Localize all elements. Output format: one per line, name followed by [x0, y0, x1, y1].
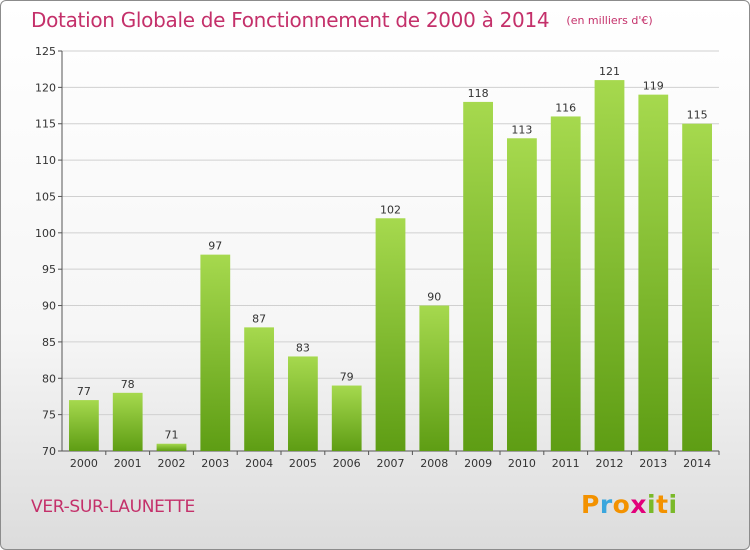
- data-label: 83: [296, 341, 310, 354]
- x-tick-label: 2012: [596, 457, 624, 470]
- bar: [244, 327, 274, 451]
- y-tick-label: 105: [35, 190, 56, 203]
- y-tick-label: 110: [35, 154, 56, 167]
- bar: [331, 385, 362, 451]
- y-tick-label: 125: [35, 45, 56, 58]
- data-label: 102: [380, 203, 401, 216]
- y-tick-label: 75: [42, 409, 56, 422]
- x-tick-label: 2002: [158, 457, 186, 470]
- x-tick-label: 2005: [289, 457, 317, 470]
- x-tick-label: 2000: [70, 457, 98, 470]
- bar: [594, 80, 625, 451]
- data-label: 78: [121, 378, 135, 391]
- data-label: 77: [77, 385, 91, 398]
- data-label: 97: [208, 240, 222, 253]
- data-label: 87: [252, 312, 266, 325]
- chart-subtitle: (en milliers d'€): [566, 14, 653, 27]
- bar: [69, 400, 99, 451]
- data-label: 79: [340, 371, 354, 384]
- data-label: 113: [511, 123, 532, 136]
- x-tick-label: 2011: [552, 457, 580, 470]
- bar: [638, 94, 669, 452]
- data-label: 118: [468, 87, 489, 100]
- y-tick-label: 85: [42, 336, 56, 349]
- data-label: 71: [165, 429, 179, 442]
- bar: [682, 123, 712, 452]
- data-label: 119: [643, 80, 664, 93]
- x-tick-label: 2008: [420, 457, 448, 470]
- data-label: 90: [427, 291, 441, 304]
- bar: [419, 305, 450, 451]
- bar: [463, 101, 493, 451]
- y-tick-label: 70: [42, 445, 56, 458]
- x-tick-label: 2009: [464, 457, 492, 470]
- y-tick-label: 90: [42, 300, 56, 313]
- chart-title: Dotation Globale de Fonctionnement de 20…: [31, 8, 550, 32]
- x-tick-label: 2004: [245, 457, 273, 470]
- x-tick-label: 2001: [114, 457, 142, 470]
- bar: [156, 443, 187, 451]
- data-label: 116: [555, 101, 576, 114]
- bar: [507, 138, 537, 452]
- bar: [200, 254, 231, 451]
- x-tick-label: 2007: [377, 457, 405, 470]
- data-label: 121: [599, 65, 620, 78]
- x-tick-label: 2003: [201, 457, 229, 470]
- proxiti-logo: Proxiti: [581, 490, 678, 519]
- commune-name: VER-SUR-LAUNETTE: [31, 497, 195, 517]
- y-tick-label: 95: [42, 263, 56, 276]
- y-tick-label: 120: [35, 81, 56, 94]
- y-tick-label: 115: [35, 118, 56, 131]
- x-tick-label: 2013: [639, 457, 667, 470]
- chart-title-block: Dotation Globale de Fonctionnement de 20…: [31, 8, 653, 32]
- x-tick-label: 2014: [683, 457, 711, 470]
- data-label: 115: [687, 109, 708, 122]
- x-tick-label: 2006: [333, 457, 361, 470]
- y-tick-label: 100: [35, 227, 56, 240]
- x-tick-label: 2010: [508, 457, 536, 470]
- bar: [550, 116, 581, 452]
- y-tick-label: 80: [42, 372, 56, 385]
- bar: [288, 356, 318, 451]
- bar: [112, 392, 143, 451]
- bar: [375, 218, 406, 451]
